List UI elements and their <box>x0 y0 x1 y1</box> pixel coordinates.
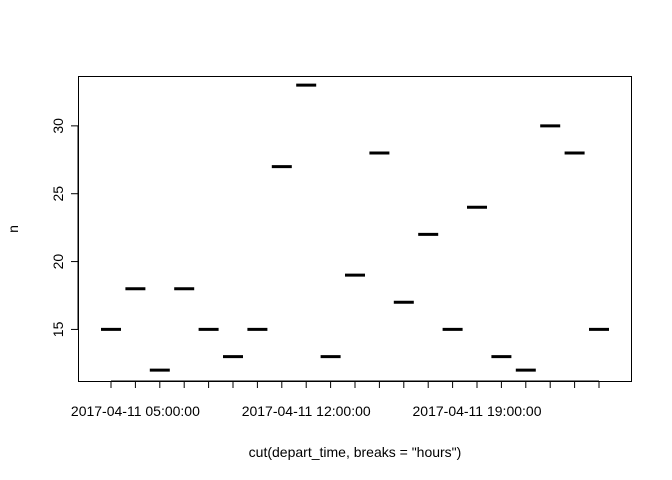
x-axis-label: cut(depart_time, breaks = "hours") <box>249 444 462 460</box>
data-marks <box>101 83 609 372</box>
x-tick-label: 2017-04-11 12:00:00 <box>242 403 371 419</box>
x-axis: 2017-04-11 05:00:00 2017-04-11 12:00:00 20… <box>71 380 600 419</box>
y-axis: 15 20 25 30 <box>50 118 79 337</box>
y-axis-label: n <box>5 225 21 233</box>
x-tick-label: 2017-04-11 19:00:00 <box>413 403 542 419</box>
y-tick-label: 30 <box>50 118 66 134</box>
y-tick-label: 25 <box>50 186 66 202</box>
y-tick-label: 15 <box>50 321 66 337</box>
plot-frame <box>78 76 632 382</box>
y-tick-label: 20 <box>50 254 66 270</box>
x-tick-label: 2017-04-11 05:00:00 <box>71 403 200 419</box>
